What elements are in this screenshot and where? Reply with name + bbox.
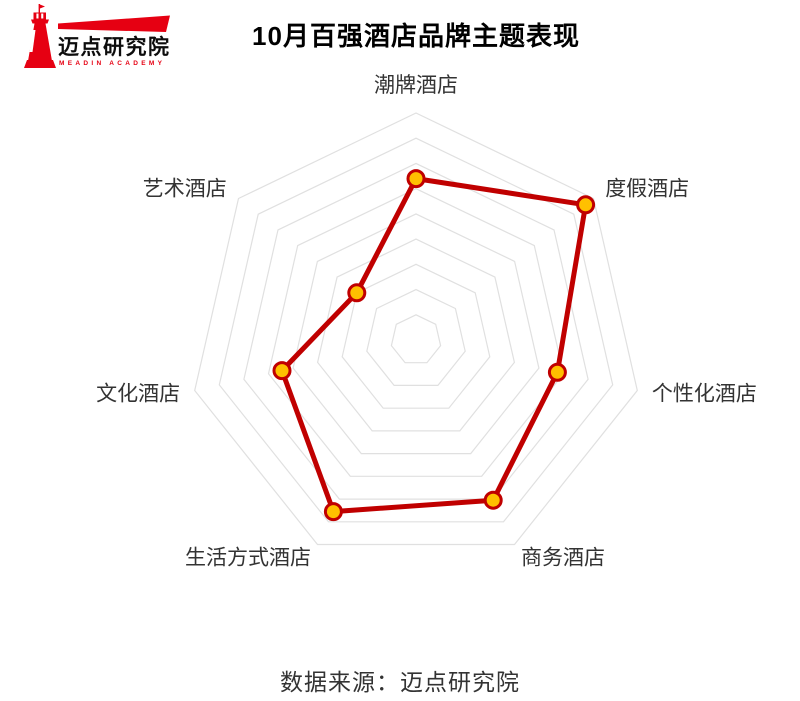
radar-axis-label: 商务酒店 <box>521 547 605 570</box>
radar-data-point <box>576 195 596 215</box>
radar-axis-label: 潮牌酒店 <box>374 74 458 97</box>
radar-axis-label: 个性化酒店 <box>652 382 757 405</box>
radar-chart-area: 潮牌酒店度假酒店个性化酒店商务酒店 生活方式酒店 文化酒店 艺术酒店 <box>96 74 757 570</box>
radar-data-polygon <box>279 176 589 515</box>
radar-axis-label: 生活方式酒店 <box>185 547 311 570</box>
logo-subbrand-text: MEADIN ACADEMY <box>59 60 166 67</box>
radar-grid-ring <box>341 263 491 409</box>
radar-data-point <box>323 502 343 522</box>
data-source-text: 数据来源：迈点研究院 <box>280 669 520 695</box>
radar-grid-ring <box>390 314 442 364</box>
page-title: 10月百强酒店品牌主题表现 <box>252 21 580 51</box>
radar-data-point <box>483 490 503 510</box>
lighthouse-beam-icon <box>24 4 170 68</box>
radar-grid-ring <box>292 213 540 455</box>
radar-axis-label: 文化酒店 <box>96 382 180 405</box>
meadin-logo: 迈点研究院 MEADIN ACADEMY <box>22 4 192 72</box>
radar-data-point <box>406 169 426 189</box>
radar-data-point <box>347 283 367 303</box>
radar-axis-label: 度假酒店 <box>605 178 689 201</box>
radar-grid-ring <box>194 112 638 546</box>
radar-data-point <box>272 361 292 381</box>
logo-brand-text: 迈点研究院 <box>58 36 171 59</box>
radar-grid-ring <box>267 188 565 477</box>
radar-grid-ring <box>316 238 516 432</box>
radar-data-point <box>547 362 567 382</box>
radar-grid-ring <box>366 288 466 386</box>
radar-axis-label: 艺术酒店 <box>143 178 227 201</box>
radar-grid-ring <box>243 162 589 500</box>
